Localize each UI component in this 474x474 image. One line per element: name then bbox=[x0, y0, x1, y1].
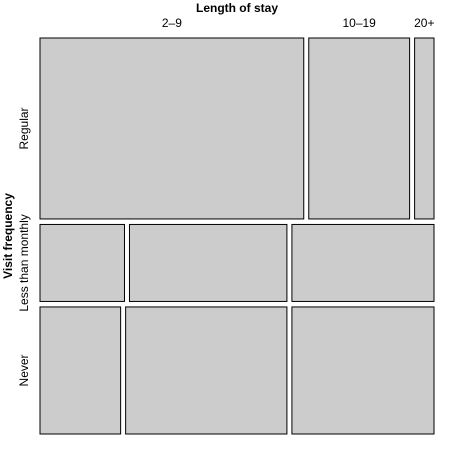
mosaic-cell bbox=[414, 37, 435, 220]
row-label: Less than monthly bbox=[17, 214, 31, 311]
mosaic-cell bbox=[291, 223, 435, 302]
column-label: 20+ bbox=[414, 16, 434, 30]
mosaic-cell bbox=[125, 306, 288, 435]
mosaic-cell bbox=[39, 223, 125, 302]
mosaic-cell bbox=[39, 306, 122, 435]
mosaic-cell bbox=[128, 223, 288, 302]
mosaic-cell bbox=[308, 37, 411, 220]
y-axis-label: Visit frequency bbox=[1, 193, 15, 279]
chart-title: Length of stay bbox=[196, 1, 278, 15]
row-label: Regular bbox=[17, 107, 31, 149]
column-label: 2–9 bbox=[162, 16, 182, 30]
mosaic-cell bbox=[291, 306, 435, 435]
column-label: 10–19 bbox=[342, 16, 376, 30]
mosaic-cell bbox=[39, 37, 305, 220]
row-label: Never bbox=[17, 354, 31, 386]
